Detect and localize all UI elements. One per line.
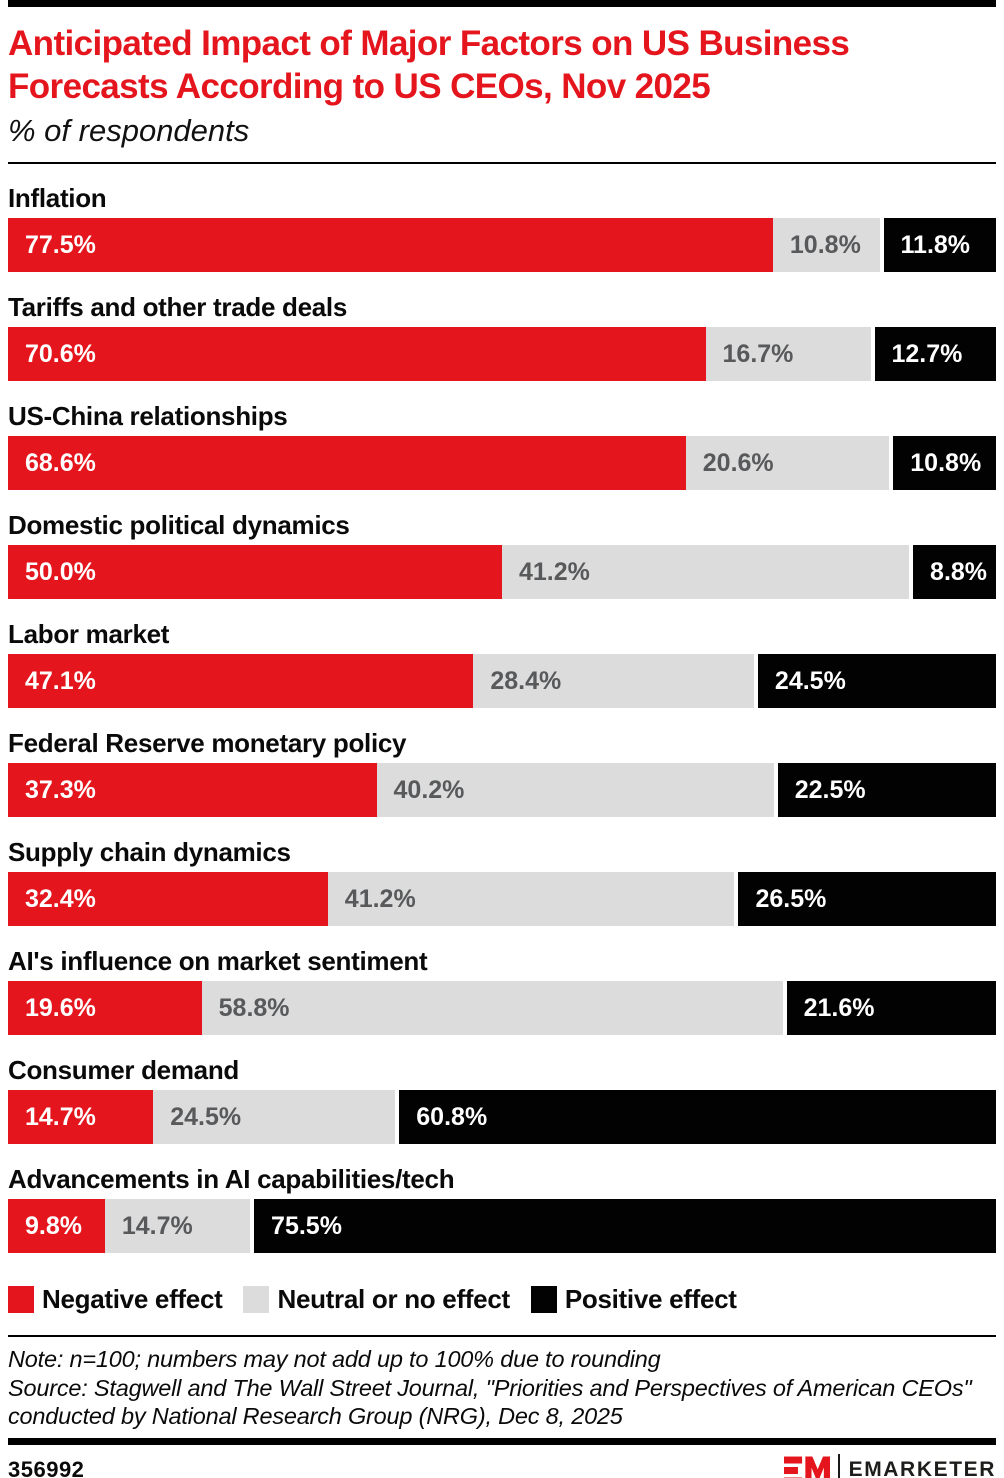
footer: 356992 EMARKETER — [8, 1453, 996, 1478]
header-divider — [8, 162, 996, 164]
emarketer-logo-icon — [783, 1456, 830, 1478]
chart-row: Domestic political dynamics 50.0% 41.2% 8.8… — [8, 511, 996, 599]
legend-label: Positive effect — [564, 1284, 737, 1314]
bar-segment-neutral: 40.2% — [376, 763, 774, 817]
chart-rows: Inflation 77.5% 10.8% 11.8% Tariffs and othe… — [8, 184, 996, 1253]
notes-divider — [8, 1335, 996, 1337]
chart-row: US-China relationships 68.6% 20.6% 10.8% — [8, 402, 996, 490]
row-label: Domestic political dynamics — [8, 510, 350, 540]
bar-segment-negative: 50.0% — [8, 545, 502, 599]
bar-segment-positive: 11.8% — [879, 218, 996, 272]
bar-stack: 50.0% 41.2% 8.8% — [8, 545, 996, 599]
bar-stack: 68.6% 20.6% 10.8% — [8, 436, 996, 490]
bar-segment-positive: 10.8% — [889, 436, 996, 490]
bar-stack: 32.4% 41.2% 26.5% — [8, 872, 996, 926]
bar-segment-negative: 68.6% — [8, 436, 686, 490]
chart-title: Anticipated Impact of Major Factors on U… — [8, 24, 850, 106]
legend-label: Negative effect — [42, 1284, 223, 1314]
brand-divider — [837, 1453, 840, 1478]
legend-swatch-neutral — [243, 1286, 270, 1313]
bar-segment-positive: 22.5% — [773, 763, 996, 817]
bar-segment-negative: 19.6% — [8, 981, 202, 1035]
row-label: AI's influence on market sentiment — [8, 946, 428, 976]
row-label: Federal Reserve monetary policy — [8, 728, 407, 758]
bar-segment-neutral: 28.4% — [473, 654, 754, 708]
legend-item-positive: Positive effect — [530, 1284, 737, 1315]
bar-segment-neutral: 58.8% — [201, 981, 783, 1035]
bar-segment-positive: 21.6% — [782, 981, 996, 1035]
bar-segment-neutral: 14.7% — [104, 1199, 251, 1253]
brand-lockup: EMARKETER — [783, 1453, 996, 1478]
chart-subtitle: % of respondents — [8, 113, 250, 148]
chart-row: Labor market 47.1% 28.4% 24.5% — [8, 620, 996, 708]
bar-stack: 9.8% 14.7% 75.5% — [8, 1199, 996, 1253]
bar-segment-negative: 9.8% — [8, 1199, 105, 1253]
legend-swatch-positive — [530, 1286, 557, 1313]
bar-segment-negative: 77.5% — [8, 218, 773, 272]
legend: Negative effect Neutral or no effect Posit… — [8, 1284, 996, 1315]
bar-segment-neutral: 10.8% — [772, 218, 880, 272]
bar-segment-negative: 37.3% — [8, 763, 377, 817]
bar-segment-positive: 12.7% — [870, 327, 996, 381]
bar-stack: 37.3% 40.2% 22.5% — [8, 763, 996, 817]
brand-name: EMARKETER — [848, 1458, 996, 1478]
bar-segment-positive: 75.5% — [250, 1199, 996, 1253]
bar-segment-negative: 14.7% — [8, 1090, 154, 1144]
legend-swatch-negative — [8, 1286, 34, 1313]
chart-row: Tariffs and other trade deals 70.6% 16.7% 1… — [8, 293, 996, 381]
row-label: Advancements in AI capabilities/tech — [8, 1164, 455, 1194]
source-text: Source: Stagwell and The Wall Street Jou… — [8, 1374, 972, 1430]
bar-segment-positive: 60.8% — [395, 1090, 996, 1144]
bar-segment-neutral: 24.5% — [153, 1090, 396, 1144]
bar-stack: 70.6% 16.7% 12.7% — [8, 327, 996, 381]
row-label: Labor market — [8, 619, 170, 649]
chart-row: Advancements in AI capabilities/tech 9.8%… — [8, 1165, 996, 1253]
legend-item-negative: Negative effect — [8, 1284, 223, 1315]
bar-stack: 47.1% 28.4% 24.5% — [8, 654, 996, 708]
bar-segment-positive: 24.5% — [753, 654, 996, 708]
bar-segment-negative: 70.6% — [8, 327, 706, 381]
bar-segment-negative: 32.4% — [8, 872, 328, 926]
bar-segment-neutral: 41.2% — [327, 872, 735, 926]
legend-item-neutral: Neutral or no effect — [243, 1284, 510, 1315]
row-label: US-China relationships — [8, 401, 288, 431]
bar-segment-positive: 8.8% — [909, 545, 996, 599]
row-label: Consumer demand — [8, 1055, 239, 1085]
chart-row: Federal Reserve monetary policy 37.3% 40.2… — [8, 729, 996, 817]
bar-segment-neutral: 20.6% — [685, 436, 890, 490]
chart-id: 356992 — [8, 1457, 85, 1478]
bar-segment-neutral: 16.7% — [705, 327, 871, 381]
bar-stack: 77.5% 10.8% 11.8% — [8, 218, 996, 272]
bar-segment-negative: 47.1% — [8, 654, 474, 708]
legend-label: Neutral or no effect — [277, 1284, 510, 1314]
bar-segment-positive: 26.5% — [734, 872, 996, 926]
row-label: Supply chain dynamics — [8, 837, 291, 867]
chart-row: AI's influence on market sentiment 19.6% 5… — [8, 947, 996, 1035]
notes-block: Note: n=100; numbers may not add up to 1… — [8, 1345, 996, 1431]
row-label: Tariffs and other trade deals — [8, 292, 348, 322]
bar-stack: 19.6% 58.8% 21.6% — [8, 981, 996, 1035]
row-label: Inflation — [8, 183, 107, 213]
chart-row: Consumer demand 14.7% 24.5% 60.8% — [8, 1056, 996, 1144]
bar-segment-neutral: 41.2% — [502, 545, 910, 599]
note-text: Note: n=100; numbers may not add up to 1… — [8, 1346, 661, 1372]
bar-stack: 14.7% 24.5% 60.8% — [8, 1090, 996, 1144]
chart-row: Supply chain dynamics 32.4% 41.2% 26.5% — [8, 838, 996, 926]
top-divider — [8, 0, 996, 7]
footer-divider — [8, 1437, 996, 1445]
chart-row: Inflation 77.5% 10.8% 11.8% — [8, 184, 996, 272]
